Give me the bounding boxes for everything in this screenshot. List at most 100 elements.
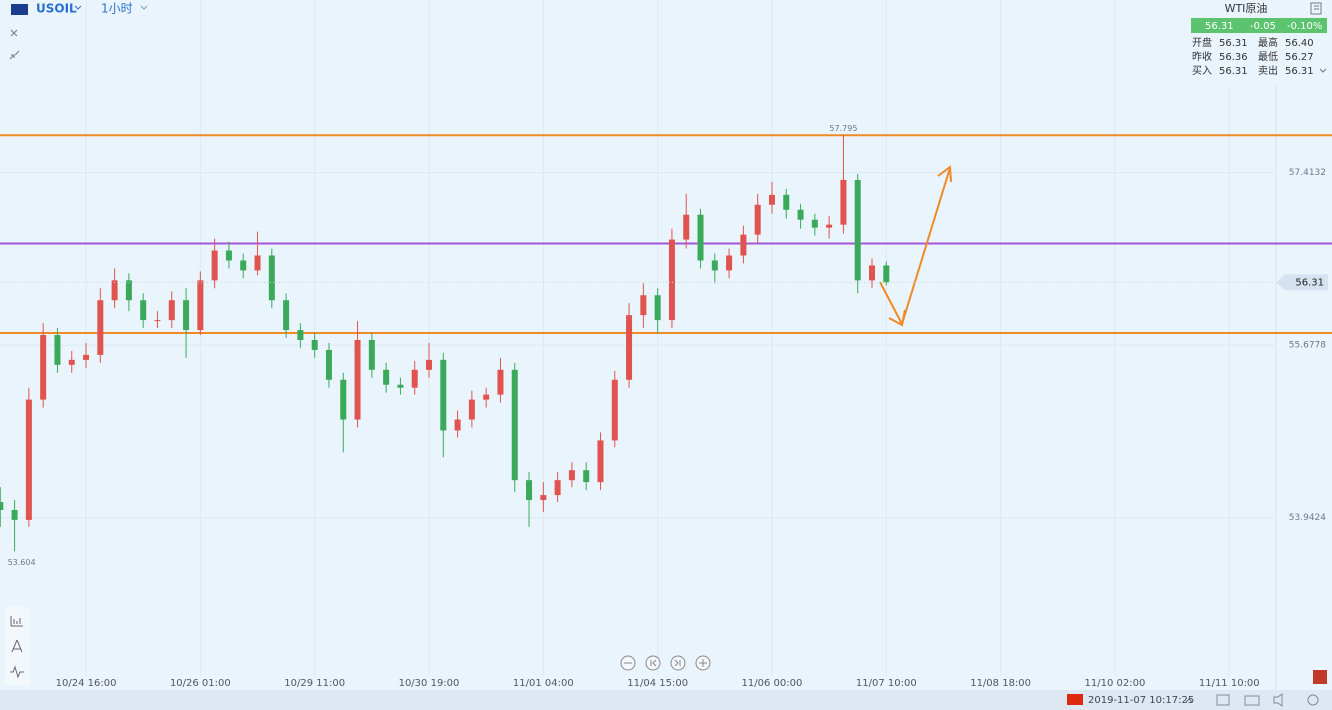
quote-field: 最高 xyxy=(1258,36,1278,49)
labels: 10/24 16:00 10/26 01:00 10/29 11:00 10/30 1… xyxy=(0,124,1328,689)
quote-value: 56.27 xyxy=(1285,52,1314,63)
candle-body xyxy=(268,255,275,301)
candle-body xyxy=(797,209,804,220)
candle-body xyxy=(383,369,390,385)
candle-body xyxy=(640,295,647,316)
candle-body xyxy=(197,280,204,331)
candle-body xyxy=(654,295,661,321)
quote-name: WTI原油 xyxy=(1225,1,1268,15)
screenshot-button[interactable] xyxy=(1244,695,1260,706)
x-tick-label: 10/29 11:00 xyxy=(284,678,345,689)
candle-body xyxy=(454,419,461,431)
candle-body xyxy=(354,339,361,420)
candle-body xyxy=(883,265,890,283)
quote-price: 56.31 xyxy=(1205,21,1234,32)
low-marker-label: 53.604 xyxy=(8,558,36,567)
drawing-tool[interactable] xyxy=(11,639,23,653)
candle-body xyxy=(397,384,404,388)
toolbar xyxy=(5,607,30,685)
symbol-caret[interactable] xyxy=(74,5,82,10)
candle-body xyxy=(711,260,718,271)
candle-body xyxy=(25,399,32,520)
candle-body xyxy=(368,339,375,370)
quote-field: 最低 xyxy=(1258,50,1278,63)
candle-body xyxy=(140,300,147,321)
candle-body xyxy=(340,379,347,420)
candle-body xyxy=(254,255,261,271)
candle-body xyxy=(468,399,475,420)
quote-panel xyxy=(1188,0,1332,84)
nav-glyphs xyxy=(624,659,707,667)
candle-body xyxy=(168,300,175,321)
interval-caret[interactable] xyxy=(140,5,148,10)
candle-body xyxy=(611,379,618,441)
collapse-button[interactable] xyxy=(9,50,20,60)
candle-body xyxy=(83,354,90,360)
grid xyxy=(0,0,1275,676)
candle-body xyxy=(440,359,447,431)
candle-body xyxy=(683,214,690,240)
quote-field: 卖出 xyxy=(1258,64,1278,77)
candles xyxy=(0,134,890,552)
y-tick-label: 53.9424 xyxy=(1289,513,1326,523)
datetime-caret[interactable] xyxy=(1185,698,1193,703)
quote-value: 56.31 xyxy=(1219,66,1248,77)
y-tick-label: 57.4132 xyxy=(1289,168,1326,178)
candle-body xyxy=(668,239,675,321)
chart-type-tool[interactable] xyxy=(10,665,24,679)
candle-body xyxy=(11,509,18,520)
candle-body xyxy=(783,194,790,210)
candle-body xyxy=(626,315,633,380)
last-price-tag xyxy=(1276,274,1328,291)
quote-price-box xyxy=(1191,18,1327,33)
candle-body xyxy=(554,480,561,496)
close-button[interactable] xyxy=(10,29,18,37)
candle-body xyxy=(125,280,132,301)
x-tick-label: 11/04 15:00 xyxy=(627,678,688,689)
quote-field: 开盘 xyxy=(1192,36,1212,49)
x-tick-label: 11/07 10:00 xyxy=(856,678,917,689)
candle-body xyxy=(869,265,876,281)
settings-button[interactable] xyxy=(1307,694,1319,706)
indicator-tool[interactable] xyxy=(10,616,23,627)
candle-body xyxy=(754,204,761,235)
symbol[interactable]: USOIL xyxy=(36,2,77,16)
nav-buttons xyxy=(620,655,711,671)
x-tick-label: 10/30 19:00 xyxy=(399,678,460,689)
window-button[interactable] xyxy=(1216,694,1230,706)
candle-body xyxy=(497,369,504,395)
candle-body xyxy=(183,300,190,331)
candle-body xyxy=(583,470,590,483)
quote-change: -0.05 xyxy=(1250,21,1276,32)
x-tick-label: 11/06 00:00 xyxy=(742,678,803,689)
candle-body xyxy=(411,369,418,388)
footer xyxy=(0,690,1332,710)
symbol-icon xyxy=(11,4,28,15)
candle-body xyxy=(225,250,232,261)
panel-expand[interactable] xyxy=(1319,68,1327,73)
x-tick-label: 11/01 04:00 xyxy=(513,678,574,689)
flag xyxy=(1067,694,1083,705)
candle-body xyxy=(697,214,704,261)
candle-body xyxy=(840,179,847,225)
quote-value: 56.31 xyxy=(1285,66,1314,77)
x-tick-label: 11/11 10:00 xyxy=(1199,678,1260,689)
quote-value: 56.36 xyxy=(1219,52,1248,63)
interval[interactable]: 1小时 xyxy=(101,2,133,16)
candle-body xyxy=(283,300,290,331)
sound-button[interactable] xyxy=(1273,693,1283,707)
quote-value: 56.31 xyxy=(1219,38,1248,49)
candle-body xyxy=(40,335,47,400)
candle-body xyxy=(526,480,533,501)
candle-body xyxy=(768,194,775,205)
x-tick-label: 11/08 18:00 xyxy=(970,678,1031,689)
candle-body xyxy=(97,300,104,355)
candle-body xyxy=(297,330,304,340)
corner-icon[interactable] xyxy=(1313,670,1327,684)
panel-toggle[interactable] xyxy=(1310,2,1322,15)
candle-body xyxy=(511,369,518,481)
candle-body xyxy=(68,359,75,365)
